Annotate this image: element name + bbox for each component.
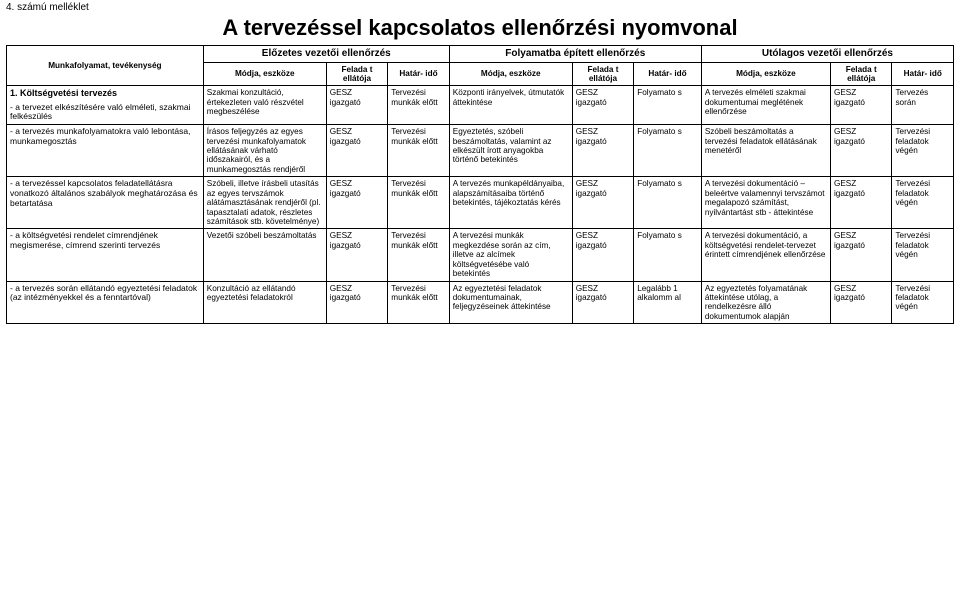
cell: Az egyeztetés folyamatának áttekintése u… xyxy=(701,281,830,324)
cell: GESZ igazgató xyxy=(326,281,387,324)
cell: Szóbeli, illetve írásbeli utasítás az eg… xyxy=(203,177,326,229)
cell: GESZ igazgató xyxy=(830,229,891,281)
cell: GESZ igazgató xyxy=(830,281,891,324)
header-feladat-3: Felada t ellátója xyxy=(830,62,891,86)
cell: A tervezési dokumentáció – beleértve val… xyxy=(701,177,830,229)
cell: Vezetői szóbeli beszámoltatás xyxy=(203,229,326,281)
cell: A tervezés elméleti szakmai dokumentumai… xyxy=(701,86,830,125)
cell: GESZ igazgató xyxy=(830,86,891,125)
cell: Tervezési feladatok végén xyxy=(892,177,954,229)
cell: Szóbeli beszámoltatás a tervezési felada… xyxy=(701,125,830,177)
cell: GESZ igazgató xyxy=(572,281,633,324)
cell: Folyamato s xyxy=(634,229,702,281)
header-hatar-1: Határ- idő xyxy=(388,62,449,86)
cell: Központi irányelvek, útmutatók áttekinté… xyxy=(449,86,572,125)
cell: A tervezési munkák megkezdése során az c… xyxy=(449,229,572,281)
cell: Legalább 1 alkalomm al xyxy=(634,281,702,324)
cell: GESZ igazgató xyxy=(326,86,387,125)
cell: GESZ igazgató xyxy=(572,229,633,281)
row-label: - a költségvetési rendelet címrendjének … xyxy=(7,229,204,281)
cell: Tervezési feladatok végén xyxy=(892,281,954,324)
row-label: - a tervezés munkafolyamatokra való lebo… xyxy=(7,125,204,177)
cell: A tervezési dokumentáció, a költségvetés… xyxy=(701,229,830,281)
header-hatar-2: Határ- idő xyxy=(634,62,702,86)
cell: Tervezés során xyxy=(892,86,954,125)
table-row: - a költségvetési rendelet címrendjének … xyxy=(7,229,954,281)
section-title: 1. Költségvetési tervezés xyxy=(7,86,204,101)
cell: GESZ igazgató xyxy=(572,125,633,177)
cell: Egyeztetés, szóbeli beszámoltatás, valam… xyxy=(449,125,572,177)
page-title: A tervezéssel kapcsolatos ellenőrzési ny… xyxy=(6,15,954,41)
cell: Tervezési munkák előtt xyxy=(388,125,449,177)
header-feladat-2: Felada t ellátója xyxy=(572,62,633,86)
cell: Tervezési munkák előtt xyxy=(388,229,449,281)
cell: Folyamato s xyxy=(634,125,702,177)
cell: GESZ igazgató xyxy=(326,125,387,177)
table-body: 1. Költségvetési tervezés Szakmai konzul… xyxy=(7,86,954,324)
header-group-1: Előzetes vezetői ellenőrzés xyxy=(203,46,449,63)
table-row: 1. Költségvetési tervezés Szakmai konzul… xyxy=(7,86,954,101)
audit-trail-table: Munkafolyamat, tevékenység Előzetes veze… xyxy=(6,45,954,324)
cell: GESZ igazgató xyxy=(326,229,387,281)
cell: Írásos feljegyzés az egyes tervezési mun… xyxy=(203,125,326,177)
cell: Tervezési feladatok végén xyxy=(892,125,954,177)
cell: Tervezési munkák előtt xyxy=(388,86,449,125)
cell: Szakmai konzultáció, értekezleten való r… xyxy=(203,86,326,125)
header-activity: Munkafolyamat, tevékenység xyxy=(7,46,204,86)
header-modja-2: Módja, eszköze xyxy=(449,62,572,86)
row-label: - a tervezés során ellátandó egyeztetési… xyxy=(7,281,204,324)
cell: A tervezés munkapéldányaiba, alapszámítá… xyxy=(449,177,572,229)
cell: GESZ igazgató xyxy=(572,177,633,229)
appendix-label: 4. számú melléklet xyxy=(6,2,954,13)
cell: GESZ igazgató xyxy=(830,125,891,177)
header-modja-3: Módja, eszköze xyxy=(701,62,830,86)
cell: GESZ igazgató xyxy=(326,177,387,229)
header-group-3: Utólagos vezetői ellenőrzés xyxy=(701,46,953,63)
header-hatar-3: Határ- idő xyxy=(892,62,954,86)
cell: Tervezési feladatok végén xyxy=(892,229,954,281)
table-row: - a tervezés munkafolyamatokra való lebo… xyxy=(7,125,954,177)
row-label: - a tervezet elkészítésére való elméleti… xyxy=(7,101,204,125)
cell: Folyamato s xyxy=(634,177,702,229)
table-row: - a tervezés során ellátandó egyeztetési… xyxy=(7,281,954,324)
cell: Tervezési munkák előtt xyxy=(388,281,449,324)
table-row: - a tervezéssel kapcsolatos feladatellát… xyxy=(7,177,954,229)
cell: GESZ igazgató xyxy=(572,86,633,125)
cell: Folyamato s xyxy=(634,86,702,125)
cell: Tervezési munkák előtt xyxy=(388,177,449,229)
row-label: - a tervezéssel kapcsolatos feladatellát… xyxy=(7,177,204,229)
cell: Az egyeztetési feladatok dokumentumainak… xyxy=(449,281,572,324)
header-group-2: Folyamatba épített ellenőrzés xyxy=(449,46,701,63)
header-modja-1: Módja, eszköze xyxy=(203,62,326,86)
header-feladat-1: Felada t ellátója xyxy=(326,62,387,86)
cell: GESZ igazgató xyxy=(830,177,891,229)
cell: Konzultáció az ellátandó egyeztetési fel… xyxy=(203,281,326,324)
